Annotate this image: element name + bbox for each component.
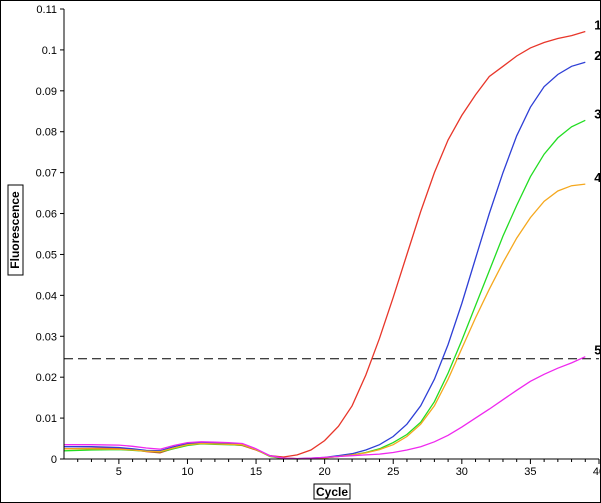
x-tick-label: 10 (181, 466, 193, 478)
series-label-1: 1 (594, 18, 601, 33)
x-axis-title-text: Cycle (316, 485, 348, 499)
y-tick-label: 0.07 (36, 168, 57, 180)
y-tick-label: 0.04 (36, 290, 57, 302)
y-tick-label: 0 (51, 454, 57, 466)
series-line-2 (64, 61, 586, 460)
x-tick-label: 15 (250, 466, 262, 478)
y-tick-label: 0.11 (36, 4, 57, 16)
y-axis-title-text: Fluorescence (8, 191, 22, 269)
x-tick-label: 25 (387, 466, 399, 478)
labels-layer: 1 2 3 4 5 (594, 18, 601, 358)
x-tick-label: 20 (319, 466, 331, 478)
series-label-4: 4 (594, 170, 601, 185)
y-axis-title: Fluorescence (7, 184, 24, 276)
y-tick-label: 0.02 (36, 372, 57, 384)
series-label-3: 3 (594, 106, 601, 121)
y-tick-label: 0.01 (36, 413, 57, 425)
series-layer (63, 30, 586, 460)
series-line-5 (64, 356, 586, 460)
y-tick-label: 0.08 (36, 127, 57, 139)
y-tick-label: 0.1 (42, 45, 57, 57)
plot-area (64, 9, 599, 459)
series-label-2: 2 (594, 48, 601, 63)
y-tick-label: 0.09 (36, 86, 57, 98)
plot-background (64, 9, 599, 459)
x-tick-label: 40 (593, 466, 601, 478)
x-tick-label: 30 (456, 466, 468, 478)
series-label-5: 5 (594, 343, 601, 358)
x-axis-title-box (313, 483, 351, 500)
y-tick-label: 0.06 (36, 209, 57, 221)
y-axis-title-box (7, 184, 24, 276)
x-tick-label: 35 (524, 466, 536, 478)
x-tick-label: 5 (116, 466, 122, 478)
y-tick-label: 0.03 (36, 331, 57, 343)
axes-layer: 0 0.01 0.02 0.03 0.04 0.05 0.06 0.07 0.08 0.09 0.1… (36, 4, 601, 478)
x-axis-title: Cycle (313, 483, 351, 500)
y-tick-label: 0.05 (36, 249, 57, 261)
